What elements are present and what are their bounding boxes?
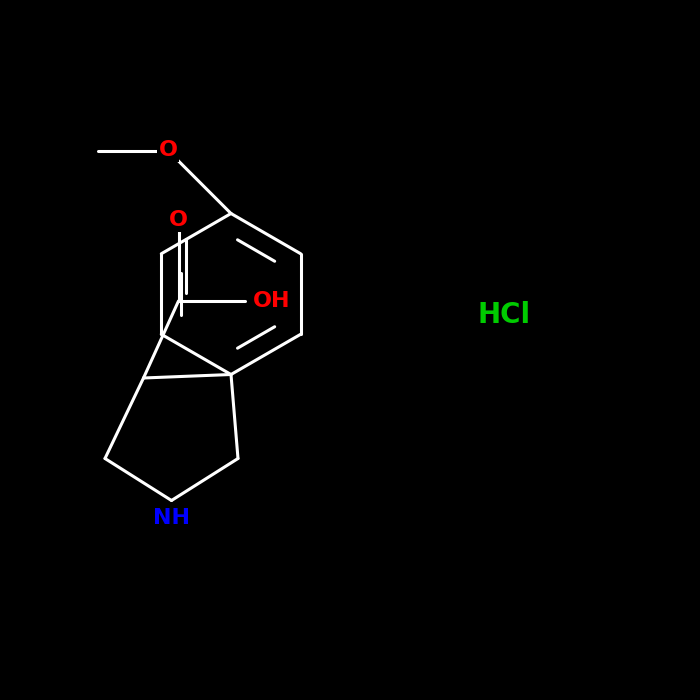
Text: OH: OH [253,291,290,311]
Text: HCl: HCl [477,301,531,329]
Text: NH: NH [153,508,190,528]
Text: O: O [158,141,178,160]
Text: O: O [169,211,188,230]
